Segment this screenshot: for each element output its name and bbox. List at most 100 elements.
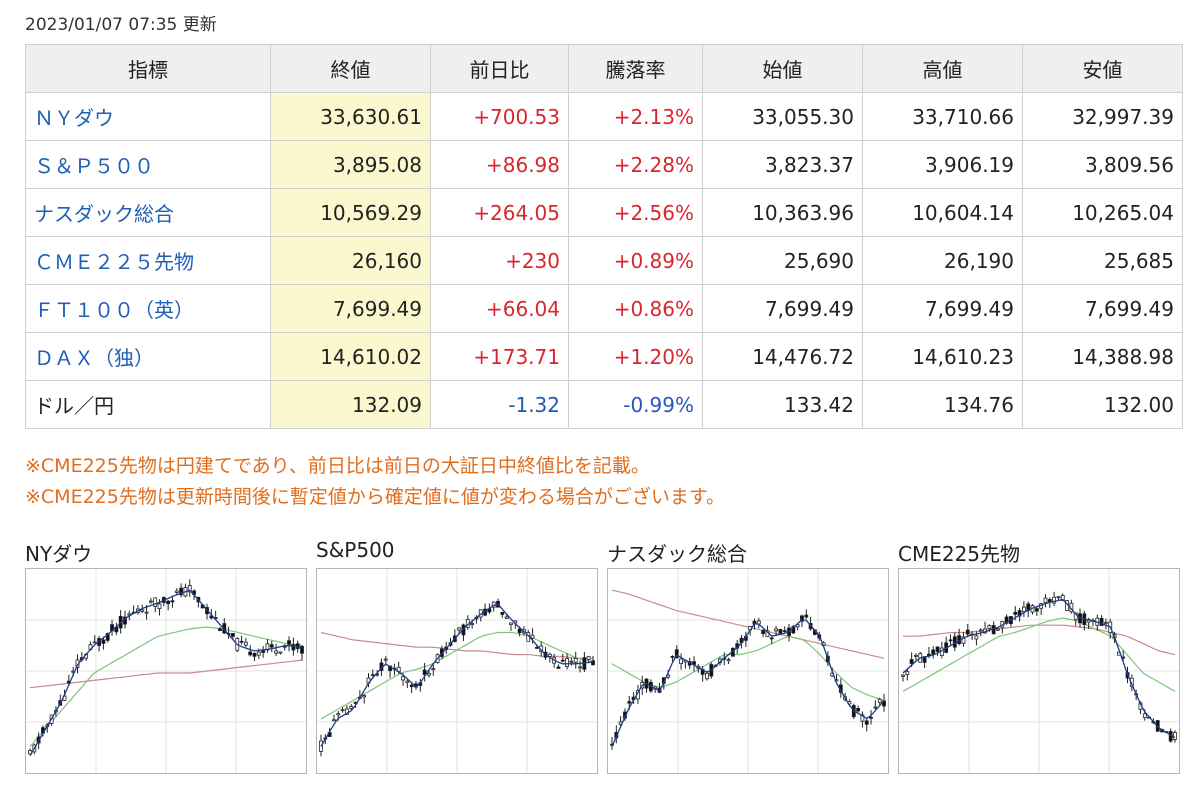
- header-open: 始値: [702, 44, 863, 93]
- open-value: 25,690: [702, 236, 863, 285]
- chart-grid: [317, 569, 597, 773]
- chart-grid: [608, 569, 888, 773]
- chart-cme225[interactable]: [898, 568, 1180, 774]
- chart-sp500[interactable]: [316, 568, 598, 774]
- candle-body: [627, 701, 632, 704]
- table-row: ＮＹダウ 33,630.61 +700.53 +2.13% 33,055.30 33,71…: [25, 92, 1183, 141]
- candle-body: [231, 633, 235, 637]
- short-moving-average-line: [29, 589, 303, 757]
- indicator-name-cell: ドル／円: [25, 380, 271, 429]
- candle-body: [274, 650, 278, 654]
- candle-body: [427, 673, 431, 676]
- candle-body: [778, 629, 783, 634]
- indicator-link[interactable]: ＮＹダウ: [34, 106, 114, 130]
- chart-nydow[interactable]: [25, 568, 307, 774]
- candle-body: [332, 719, 336, 722]
- change-value: +700.53: [430, 92, 569, 141]
- candle-body: [153, 597, 158, 607]
- candle-body: [148, 600, 153, 603]
- candle-body: [383, 658, 388, 661]
- candle-body: [987, 625, 992, 629]
- candle-body: [1099, 617, 1104, 626]
- open-value: 10,363.96: [702, 188, 863, 237]
- change-value: +264.05: [430, 188, 569, 237]
- chart-grid: [899, 569, 1179, 773]
- candle-body: [769, 637, 774, 640]
- candle-body: [877, 698, 882, 703]
- candle-body: [705, 672, 709, 680]
- candle-body: [578, 666, 582, 669]
- candle-body: [401, 676, 405, 681]
- table-row: ＦＴ１００（英） 7,699.49 +66.04 +0.86% 7,699.49 7,69…: [25, 284, 1183, 333]
- candle-body: [243, 641, 248, 646]
- low-value: 25,685: [1022, 236, 1183, 285]
- indicator-link[interactable]: ＣＭＥ２２５先物: [34, 250, 194, 274]
- low-value: 10,265.04: [1022, 188, 1183, 237]
- candle-body: [965, 629, 970, 635]
- note-cme-yen: ※CME225先物は円建てであり、前日比は前日の大証日中終値比を記載。: [25, 455, 650, 477]
- candle-body: [517, 628, 522, 634]
- indicator-link[interactable]: ＦＴ１００（英）: [34, 298, 194, 322]
- close-value: 7,699.49: [270, 284, 431, 333]
- candle-body: [935, 646, 940, 652]
- chart-nasdaq[interactable]: [607, 568, 889, 774]
- low-value: 7,699.49: [1022, 284, 1183, 333]
- candle-body: [1021, 606, 1026, 613]
- candle-body: [573, 657, 578, 663]
- short-moving-average-line: [902, 598, 1176, 738]
- indicator-name-cell: ＦＴ１００（英）: [25, 284, 271, 333]
- candle-body: [362, 695, 367, 698]
- candle-body: [92, 641, 97, 644]
- rate-value: +2.28%: [568, 140, 703, 189]
- candle-body: [509, 622, 513, 626]
- candle-body: [931, 649, 936, 655]
- candle-body: [674, 649, 679, 659]
- candle-body: [726, 659, 731, 662]
- candle-body: [1168, 731, 1173, 742]
- close-value: 14,610.02: [270, 332, 431, 381]
- close-value: 132.09: [270, 380, 431, 429]
- candle-body: [974, 635, 979, 640]
- candle-body: [101, 639, 106, 644]
- mid-moving-average-line: [29, 626, 303, 747]
- candle-body: [556, 666, 561, 669]
- close-value: 3,895.08: [270, 140, 431, 189]
- candle-body: [547, 653, 552, 657]
- candle-body: [157, 603, 162, 610]
- candle-body: [909, 659, 914, 664]
- chart-title-nasdaq: ナスダック総合: [607, 542, 747, 566]
- header-indicator: 指標: [25, 44, 271, 93]
- candle-body: [1017, 610, 1022, 617]
- high-value: 26,190: [862, 236, 1023, 285]
- candle-body: [782, 630, 787, 632]
- indicator-name-cell: ＤＡＸ（独）: [25, 332, 271, 381]
- indicator-name-cell: ＣＭＥ２２５先物: [25, 236, 271, 285]
- candle-body: [948, 639, 953, 642]
- candle-body: [431, 668, 436, 671]
- candle-body: [105, 632, 110, 641]
- high-value: 3,906.19: [862, 140, 1023, 189]
- candle-body: [256, 651, 261, 656]
- note-cme-update: ※CME225先物は更新時間後に暫定値から確定値に値が変わる場合がございます。: [25, 486, 725, 508]
- chart-title-sp500: S&P500: [316, 538, 395, 562]
- high-value: 7,699.49: [862, 284, 1023, 333]
- candle-body: [1056, 596, 1061, 599]
- candle-body: [1034, 608, 1039, 612]
- candle-body: [873, 706, 878, 709]
- candle-body: [800, 615, 804, 622]
- candle-body: [1129, 677, 1134, 688]
- change-value: +66.04: [430, 284, 569, 333]
- table-header-row: 指標 終値 前日比 騰落率 始値 高値 安値: [25, 44, 1183, 93]
- update-timestamp: 2023/01/07 07:35 更新: [25, 15, 217, 35]
- candle-body: [248, 651, 253, 656]
- indicator-link[interactable]: ナスダック総合: [34, 202, 174, 226]
- open-value: 14,476.72: [702, 332, 863, 381]
- low-value: 3,809.56: [1022, 140, 1183, 189]
- candle-body: [914, 654, 918, 657]
- indicator-link[interactable]: Ｓ＆Ｐ５００: [34, 154, 154, 178]
- rate-value: +0.86%: [568, 284, 703, 333]
- indicator-link[interactable]: ＤＡＸ（独）: [34, 346, 154, 370]
- candle-body: [530, 634, 535, 639]
- low-value: 132.00: [1022, 380, 1183, 429]
- table-row: ドル／円 132.09 -1.32 -0.99% 133.42 134.76 132.00: [25, 380, 1183, 429]
